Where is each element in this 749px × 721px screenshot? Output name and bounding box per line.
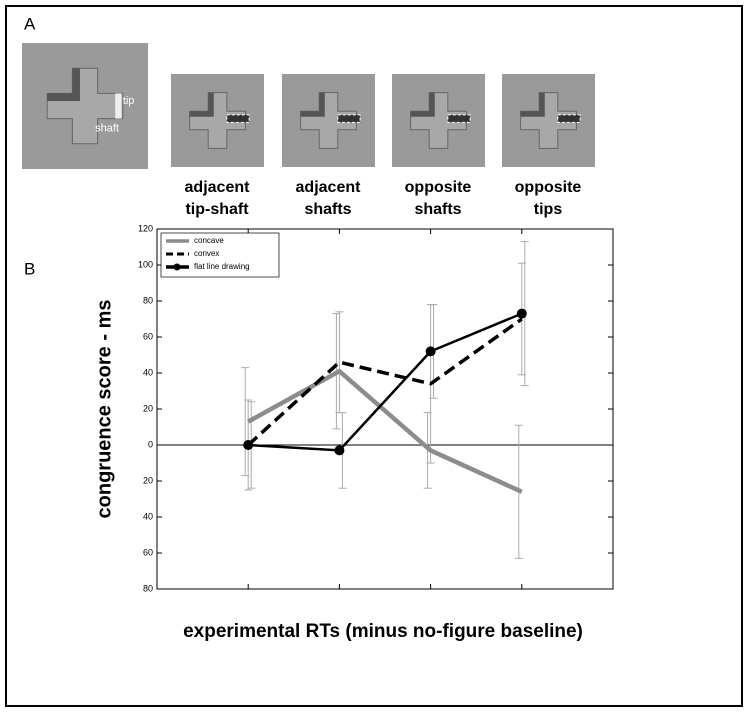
y-axis-label: congruence score - ms <box>93 300 115 519</box>
cross-shadow <box>410 92 435 117</box>
y-tick-label: 80 <box>143 295 153 305</box>
point <box>243 440 254 450</box>
legend-label: concave <box>194 236 224 245</box>
y-tick-label: 100 <box>138 259 153 269</box>
inset-label: shaft <box>95 123 119 135</box>
legend-label: flat line drawing <box>194 262 250 271</box>
caption: opposite <box>515 179 582 196</box>
series-line <box>247 317 523 447</box>
inset-label: tip <box>123 95 135 107</box>
cross-shadow <box>189 92 214 117</box>
caption: shafts <box>304 201 351 218</box>
hatch <box>557 114 581 123</box>
hatch <box>226 114 250 123</box>
legend-label: convex <box>194 249 219 258</box>
series-line <box>247 368 523 494</box>
caption: opposite <box>405 179 472 196</box>
cross-shadow <box>520 92 545 117</box>
y-tick-label: 20 <box>143 403 153 413</box>
point <box>425 346 436 357</box>
caption: tips <box>534 201 563 218</box>
panel-label: B <box>24 259 35 278</box>
x-axis-label: experimental RTs (minus no-figure baseli… <box>183 621 583 642</box>
y-tick-label: 80 <box>143 583 153 593</box>
y-tick-label: 60 <box>143 331 153 341</box>
caption: tip-shaft <box>185 201 249 218</box>
cross-shadow <box>300 92 325 117</box>
hatch <box>337 114 361 123</box>
point <box>334 445 345 456</box>
cross-shadow <box>47 68 80 101</box>
y-tick-label: 40 <box>143 367 153 377</box>
tip-marker <box>115 93 122 119</box>
y-tick-label: 40 <box>143 511 153 521</box>
legend-marker <box>173 263 181 271</box>
y-tick-label: 60 <box>143 547 153 557</box>
cross-shade <box>520 92 577 149</box>
y-tick-label: 120 <box>138 223 153 233</box>
point <box>516 308 527 319</box>
caption: adjacent <box>185 179 251 196</box>
caption: shafts <box>414 201 461 218</box>
panel-label: A <box>24 14 36 33</box>
y-tick-label: 20 <box>143 475 153 485</box>
y-tick-label: 0 <box>148 439 153 449</box>
caption: adjacent <box>296 179 362 196</box>
hatch <box>447 114 471 123</box>
series-line <box>248 312 523 452</box>
